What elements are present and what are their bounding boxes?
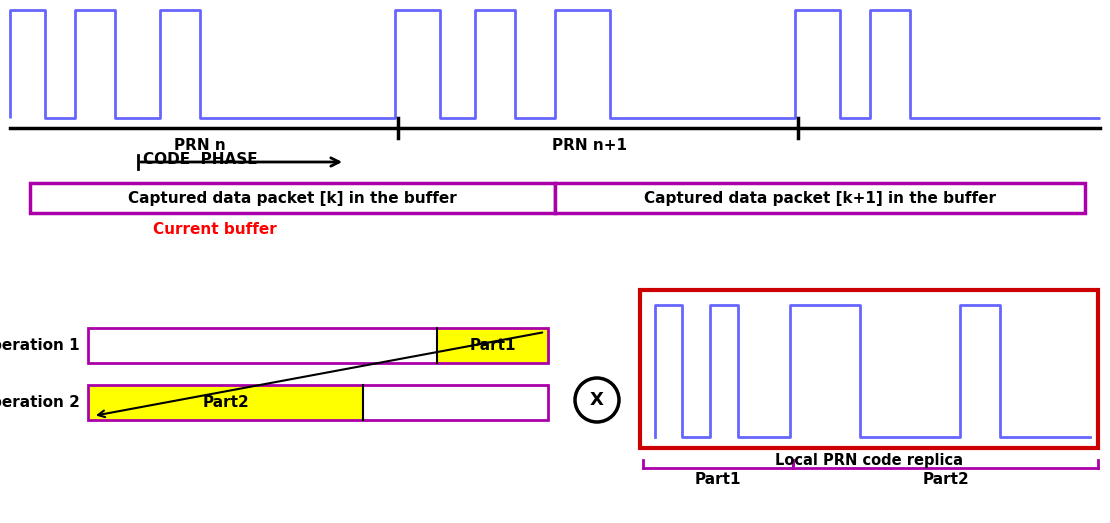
Text: PRN n: PRN n — [174, 138, 225, 153]
Text: Part1: Part1 — [695, 472, 741, 487]
Bar — [88, 328, 437, 363]
Text: Captured data packet [k] in the buffer: Captured data packet [k] in the buffer — [128, 190, 457, 206]
Text: Part1: Part1 — [470, 338, 516, 353]
Bar — [88, 328, 548, 363]
Text: PRN n+1: PRN n+1 — [553, 138, 627, 153]
Text: Part2: Part2 — [922, 472, 969, 487]
Text: Local PRN code replica: Local PRN code replica — [775, 453, 963, 468]
Text: Current buffer: Current buffer — [153, 222, 276, 237]
Bar — [640, 290, 1098, 448]
Text: Captured data packet [k+1] in the buffer: Captured data packet [k+1] in the buffer — [644, 190, 996, 206]
Text: Operation 2: Operation 2 — [0, 395, 80, 410]
Text: CODE  PHASE: CODE PHASE — [143, 152, 258, 167]
Bar — [437, 328, 548, 363]
Bar — [363, 385, 548, 420]
Bar — [88, 385, 548, 420]
Bar — [30, 183, 555, 213]
Bar — [555, 183, 1084, 213]
Text: Part2: Part2 — [202, 395, 249, 410]
Text: X: X — [591, 391, 604, 409]
Text: Operation 1: Operation 1 — [0, 338, 80, 353]
Bar — [88, 385, 363, 420]
